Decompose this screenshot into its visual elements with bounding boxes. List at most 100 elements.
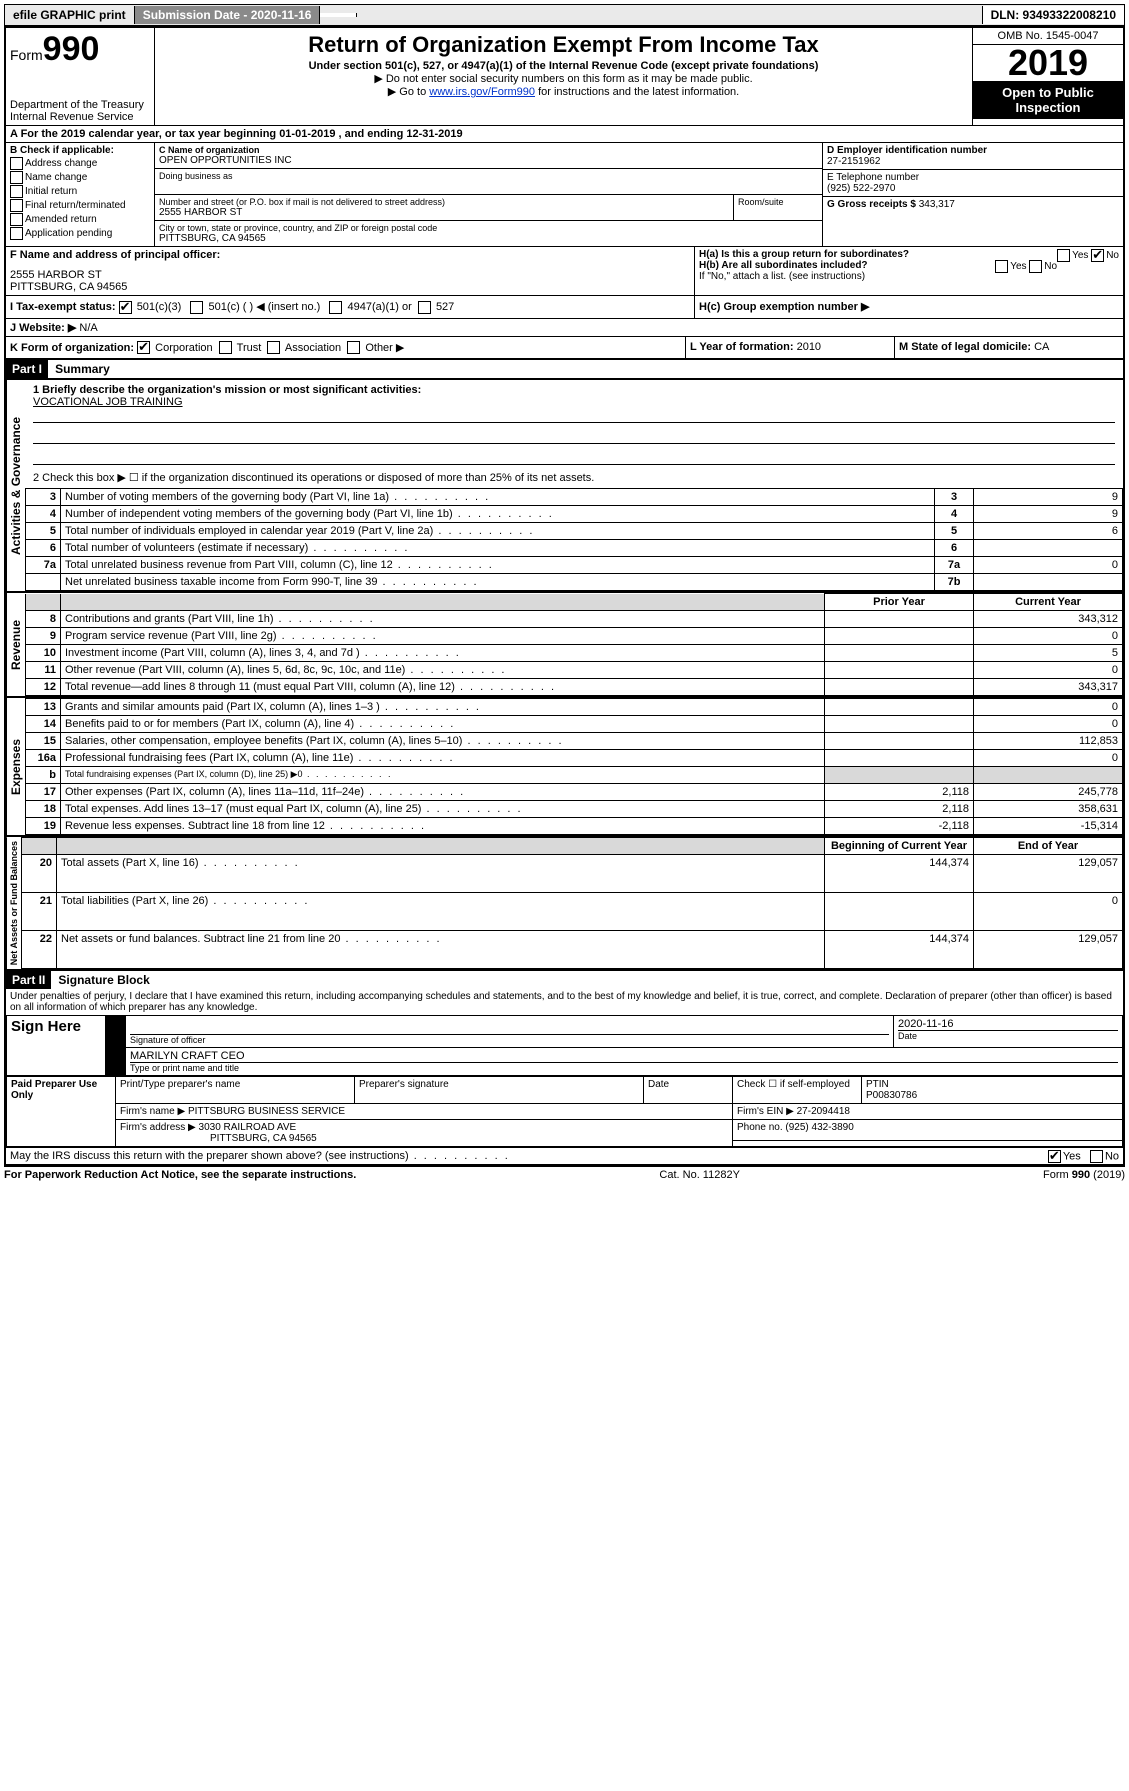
cb-initial-return[interactable]: Initial return <box>10 185 150 198</box>
table-row: 5Total number of individuals employed in… <box>26 523 1123 540</box>
form-number: Form990 <box>10 30 150 69</box>
phone-label: E Telephone number <box>827 172 1119 183</box>
table-row: 22Net assets or fund balances. Subtract … <box>22 931 1123 969</box>
part1-header-row: Part I Summary <box>6 358 1123 378</box>
box-g: G Gross receipts $ 343,317 <box>823 197 1123 212</box>
table-row: 19Revenue less expenses. Subtract line 1… <box>26 818 1123 835</box>
firm-ein: 27-2094418 <box>797 1106 850 1117</box>
col-current: Current Year <box>974 594 1123 611</box>
spacer <box>320 13 357 17</box>
firm-phone: (925) 432-3890 <box>785 1122 853 1133</box>
opt-527: 527 <box>436 301 454 313</box>
type-name-label: Type or print name and title <box>130 1063 1118 1073</box>
cb-amended[interactable]: Amended return <box>10 213 150 226</box>
dln: DLN: 93493322008210 <box>982 6 1124 24</box>
table-row: 6Total number of volunteers (estimate if… <box>26 540 1123 557</box>
form-header: Form990 Department of the Treasury Inter… <box>6 28 1123 125</box>
line-a: A For the 2019 calendar year, or tax yea… <box>6 125 1123 142</box>
city-value: PITTSBURG, CA 94565 <box>159 233 818 244</box>
irs-link[interactable]: www.irs.gov/Form990 <box>429 86 535 98</box>
cb-501c[interactable] <box>190 301 203 314</box>
table-row: 3Number of voting members of the governi… <box>26 489 1123 506</box>
box-c-dba: Doing business as <box>155 169 822 195</box>
hb-yes[interactable]: Yes <box>1010 261 1026 272</box>
cb-assoc[interactable] <box>267 341 280 354</box>
opt-501c: 501(c) ( ) ◀ (insert no.) <box>209 301 321 313</box>
efile-label[interactable]: efile GRAPHIC print <box>5 6 135 24</box>
table-row: 18Total expenses. Add lines 13–17 (must … <box>26 801 1123 818</box>
table-row: 15Salaries, other compensation, employee… <box>26 733 1123 750</box>
ein-value: 27-2151962 <box>827 156 1119 167</box>
footer-left: For Paperwork Reduction Act Notice, see … <box>4 1169 356 1181</box>
cb-app-pending[interactable]: Application pending <box>10 227 150 240</box>
table-row: bTotal fundraising expenses (Part IX, co… <box>26 767 1123 784</box>
discuss-text: May the IRS discuss this return with the… <box>10 1150 510 1162</box>
tab-netassets: Net Assets or Fund Balances <box>6 837 21 969</box>
h-a-row: H(a) Is this a group return for subordin… <box>699 249 1119 260</box>
note2-post: for instructions and the latest informat… <box>535 86 739 98</box>
ha-no[interactable]: No <box>1106 250 1119 261</box>
discuss-row: May the IRS discuss this return with the… <box>6 1147 1123 1164</box>
cb-other[interactable] <box>347 341 360 354</box>
cb-4947[interactable] <box>329 301 342 314</box>
addr-label: Number and street (or P.O. box if mail i… <box>159 197 729 207</box>
dept-irs: Internal Revenue Service <box>10 111 150 123</box>
year-formation: 2010 <box>797 341 821 353</box>
box-d: D Employer identification number 27-2151… <box>823 143 1123 170</box>
gross-value: 343,317 <box>919 199 955 210</box>
box-c-city: City or town, state or province, country… <box>155 221 822 246</box>
mission-label: 1 Briefly describe the organization's mi… <box>33 384 1115 396</box>
h-b-row: H(b) Are all subordinates included? Yes … <box>699 260 1119 271</box>
gross-label: G Gross receipts $ <box>827 199 916 210</box>
table-row: 17Other expenses (Part IX, column (A), l… <box>26 784 1123 801</box>
sig-date-label: Date <box>898 1031 1118 1041</box>
box-k: K Form of organization: Corporation Trus… <box>6 337 686 359</box>
table-row: 20Total assets (Part X, line 16)144,3741… <box>22 855 1123 893</box>
self-employed-check[interactable]: Check ☐ if self-employed <box>733 1077 862 1104</box>
hc-label: H(c) Group exemption number ▶ <box>699 301 869 313</box>
ein-label: D Employer identification number <box>827 145 1119 156</box>
discuss-yes-cb[interactable] <box>1048 1150 1061 1163</box>
cb-trust[interactable] <box>219 341 232 354</box>
expenses-section: Expenses 13Grants and similar amounts pa… <box>6 696 1123 835</box>
table-row: 8Contributions and grants (Part VIII, li… <box>26 611 1123 628</box>
col-end: End of Year <box>974 838 1123 855</box>
tab-revenue: Revenue <box>6 593 25 696</box>
cb-final-return[interactable]: Final return/terminated <box>10 199 150 212</box>
discuss-no-cb[interactable] <box>1090 1150 1103 1163</box>
table-row: 9Program service revenue (Part VIII, lin… <box>26 628 1123 645</box>
street-address: 2555 HARBOR ST <box>159 207 729 218</box>
section-klm: K Form of organization: Corporation Trus… <box>6 336 1123 359</box>
ha-yes[interactable]: Yes <box>1072 250 1088 261</box>
firm-name: PITTSBURG BUSINESS SERVICE <box>188 1106 345 1117</box>
table-row: 10Investment income (Part VIII, column (… <box>26 645 1123 662</box>
netassets-section: Net Assets or Fund Balances Beginning of… <box>6 835 1123 969</box>
box-j: J Website: ▶ N/A <box>6 318 1123 336</box>
netassets-table: Beginning of Current Year End of Year 20… <box>21 837 1123 969</box>
room-suite: Room/suite <box>733 195 822 221</box>
tax-year: 2019 <box>973 45 1123 81</box>
cb-name-change[interactable]: Name change <box>10 171 150 184</box>
cb-address-change[interactable]: Address change <box>10 157 150 170</box>
opt-assoc: Association <box>285 342 341 354</box>
revenue-table: Prior Year Current Year 8Contributions a… <box>25 593 1123 696</box>
part2-title: Signature Block <box>54 973 149 987</box>
hb-no[interactable]: No <box>1044 261 1057 272</box>
firm-phone-label: Phone no. <box>737 1122 783 1133</box>
firm-ein-label: Firm's EIN ▶ <box>737 1106 794 1117</box>
section-f-h: F Name and address of principal officer:… <box>6 246 1123 295</box>
cb-corp[interactable] <box>137 341 150 354</box>
box-f: F Name and address of principal officer:… <box>6 247 695 295</box>
perjury-text: Under penalties of perjury, I declare th… <box>6 989 1123 1015</box>
box-c-name: C Name of organization OPEN OPPORTUNITIE… <box>155 143 822 169</box>
ptin-label: PTIN <box>866 1079 1118 1090</box>
discuss-no: No <box>1105 1151 1119 1163</box>
table-row: 16aProfessional fundraising fees (Part I… <box>26 750 1123 767</box>
cb-501c3[interactable] <box>119 301 132 314</box>
line2-text: 2 Check this box ▶ ☐ if the organization… <box>33 471 1115 484</box>
open-public-badge: Open to Public Inspection <box>973 81 1123 119</box>
k-label: K Form of organization: <box>10 342 134 354</box>
officer-addr1: 2555 HARBOR ST <box>10 269 690 281</box>
cb-527[interactable] <box>418 301 431 314</box>
opt-other: Other ▶ <box>365 342 404 354</box>
